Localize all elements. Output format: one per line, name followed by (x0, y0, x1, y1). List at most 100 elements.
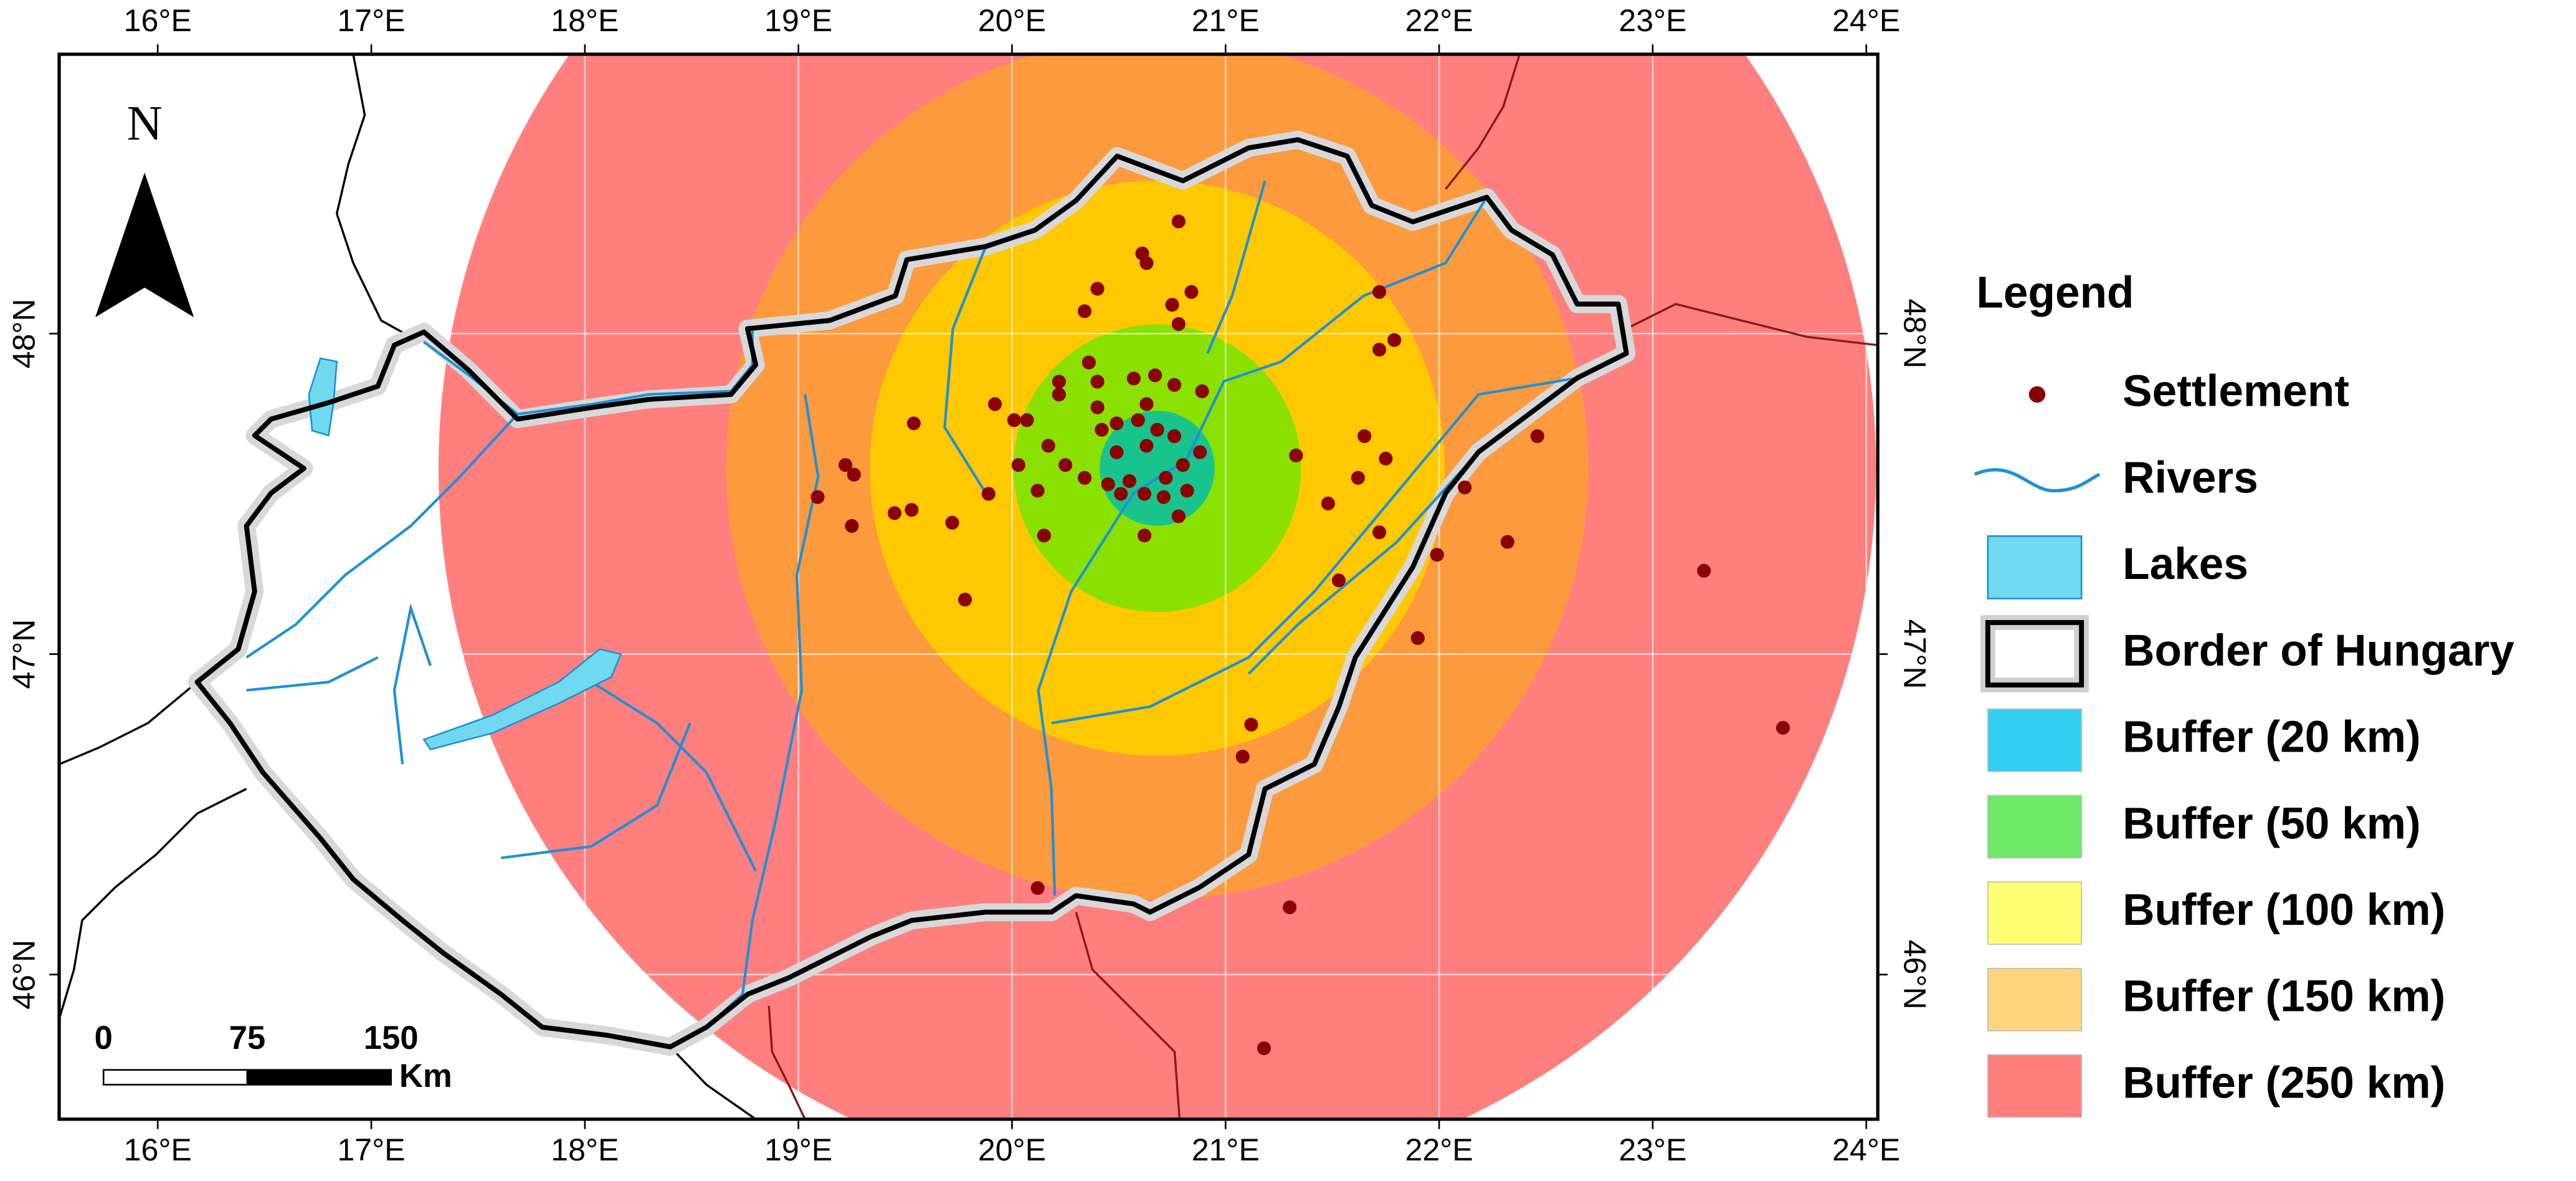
scale-segment (102, 1069, 249, 1086)
settlement (1052, 375, 1066, 389)
lat-tick-label: 46°N (6, 940, 41, 1010)
legend-swatch (1987, 881, 2082, 945)
settlement (1037, 528, 1051, 543)
settlement (1090, 400, 1105, 414)
lon-tick-label: 20°E (978, 1132, 1046, 1167)
north-label: N (127, 97, 163, 151)
settlement (1007, 413, 1021, 428)
settlement (1430, 548, 1444, 562)
settlement (1030, 881, 1045, 896)
legend-symbol (2028, 386, 2046, 403)
settlement (1137, 487, 1152, 501)
settlement (1171, 214, 1186, 229)
settlement (1775, 720, 1790, 735)
settlement (1283, 900, 1297, 914)
country-border (1625, 303, 1878, 347)
lon-tick-label: 23°E (1618, 3, 1686, 38)
border-of-hungary (194, 137, 1629, 1050)
settlement (1244, 717, 1258, 732)
settlement (987, 397, 1002, 411)
lon-tick-label: 24°E (1832, 3, 1900, 38)
legend: Settlement Rivers Lakes Border of Hungary Bu… (1974, 367, 2514, 1118)
legend-label: Buffer (250 km) (2122, 1058, 2445, 1107)
settlement (1167, 429, 1182, 443)
settlement (1041, 439, 1055, 453)
settlement (1159, 471, 1173, 485)
legend-swatch (1987, 967, 2082, 1031)
settlement (887, 506, 901, 520)
river (591, 681, 757, 872)
country-border (59, 681, 198, 765)
river (245, 413, 519, 659)
scale-segment (246, 1069, 392, 1086)
settlement (847, 467, 861, 482)
north-arrow (95, 172, 194, 317)
country-border (768, 1005, 806, 1119)
lon-tick-label: 16°E (124, 3, 192, 38)
settlement (1697, 563, 1711, 578)
lon-tick-label: 17°E (337, 3, 405, 38)
country-border (335, 54, 412, 338)
legend-symbol (1987, 535, 2083, 600)
country-border (669, 1046, 757, 1119)
lat-tick-label: 47°N (1897, 619, 1932, 689)
lon-tick-label: 17°E (337, 1132, 405, 1167)
scale-label: 75 (229, 1020, 266, 1056)
settlement (1095, 423, 1109, 437)
settlement (958, 593, 972, 607)
lat-tick-label: 48°N (6, 299, 41, 368)
lat-tick-label: 48°N (1897, 299, 1932, 368)
settlement (1372, 285, 1387, 299)
lon-tick-label: 22°E (1405, 1132, 1473, 1167)
settlement (1351, 471, 1365, 485)
settlement (1110, 445, 1124, 459)
settlement (1184, 285, 1199, 299)
settlement (1090, 375, 1105, 389)
settlement (1176, 458, 1190, 472)
settlement (1081, 355, 1096, 370)
legend-swatch (1987, 795, 2082, 859)
settlement (1257, 1041, 1271, 1056)
settlement (1171, 509, 1186, 524)
settlement (845, 519, 859, 533)
lat-tick-label: 47°N (6, 619, 41, 689)
lon-tick-label: 18°E (551, 3, 619, 38)
settlement (1131, 413, 1145, 428)
settlement (1410, 631, 1425, 645)
settlement (1387, 333, 1402, 347)
settlement (1171, 317, 1186, 331)
settlement (1372, 525, 1387, 540)
legend-swatch (1987, 708, 2082, 772)
settlement (1156, 490, 1171, 504)
settlement (905, 503, 919, 517)
river (1247, 451, 1480, 675)
scale-unit: Km (399, 1058, 452, 1094)
settlement (1150, 423, 1164, 437)
settlement-layer (810, 214, 1790, 1056)
settlement (1139, 439, 1154, 453)
settlement (1011, 458, 1025, 472)
river (392, 603, 432, 765)
country-border (59, 788, 247, 1020)
settlement (1357, 429, 1372, 443)
settlement (1165, 297, 1179, 312)
legend-symbol (1974, 468, 2101, 493)
legend-swatch (1987, 1054, 2082, 1118)
map-frame (57, 52, 1880, 1121)
settlement (1139, 397, 1154, 411)
settlement (945, 515, 959, 530)
settlement (906, 416, 921, 431)
legend-label: Buffer (150 km) (2122, 972, 2445, 1021)
settlement (838, 458, 853, 472)
river (943, 246, 987, 494)
settlement (1530, 429, 1544, 443)
lon-tick-label: 24°E (1832, 1132, 1900, 1167)
country-border (1075, 912, 1181, 1119)
lon-tick-label: 19°E (764, 1132, 832, 1167)
river (1206, 180, 1267, 354)
river (1051, 376, 1577, 725)
settlement (1180, 484, 1194, 498)
settlement (1090, 282, 1105, 296)
settlement (1379, 451, 1393, 466)
